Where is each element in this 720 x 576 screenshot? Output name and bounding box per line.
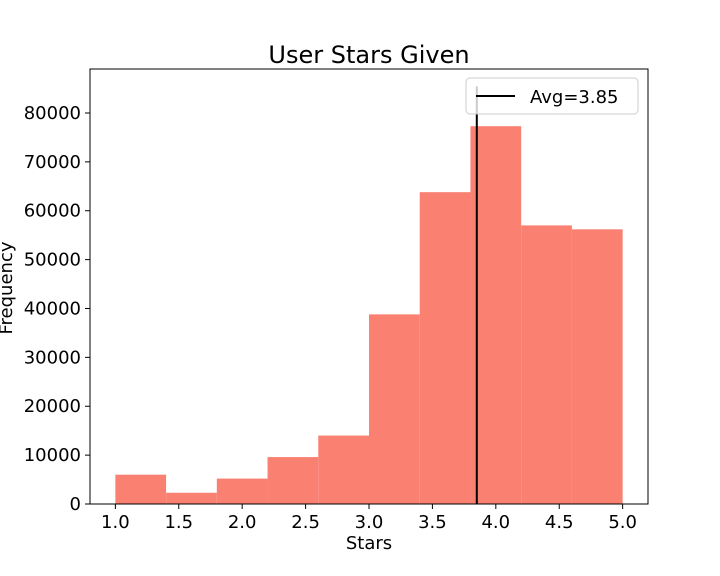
y-tick-label: 80000	[24, 103, 81, 124]
x-axis-ticks: 1.0 1.5 2.0 2.5 3.0 3.5 4.0 4.5 5.0	[101, 504, 637, 533]
y-tick-label: 50000	[24, 250, 81, 271]
y-tick-label: 70000	[24, 152, 81, 173]
histogram-bar	[318, 436, 369, 504]
histogram-bar	[521, 225, 572, 504]
y-tick-label: 10000	[24, 445, 81, 466]
y-tick-label: 0	[70, 494, 81, 515]
histogram-bar	[420, 192, 471, 504]
x-tick-label: 2.5	[291, 512, 320, 533]
x-tick-label: 3.0	[355, 512, 384, 533]
x-tick-label: 3.5	[418, 512, 447, 533]
y-tick-label: 60000	[24, 201, 81, 222]
histogram-bar	[470, 126, 521, 504]
y-tick-label: 20000	[24, 396, 81, 417]
x-tick-label: 4.5	[545, 512, 574, 533]
y-axis-label: Frequency	[0, 241, 17, 334]
y-tick-label: 30000	[24, 347, 81, 368]
histogram-bar	[369, 314, 420, 504]
x-tick-label: 1.5	[164, 512, 193, 533]
y-tick-label: 40000	[24, 298, 81, 319]
bars-group	[115, 126, 622, 504]
histogram-bar	[217, 479, 268, 504]
x-tick-label: 1.0	[101, 512, 130, 533]
x-tick-label: 4.0	[481, 512, 510, 533]
x-axis-label: Stars	[346, 533, 392, 554]
histogram-bar	[268, 457, 319, 504]
chart-title: User Stars Given	[268, 41, 469, 69]
x-tick-label: 2.0	[228, 512, 257, 533]
x-tick-label: 5.0	[608, 512, 637, 533]
legend: Avg=3.85	[466, 78, 638, 114]
y-axis-ticks: 0 10000 20000 30000 40000 50000 60000 70000 8000…	[24, 103, 90, 515]
histogram-bar	[166, 493, 217, 504]
histogram-bar	[572, 229, 623, 504]
legend-average-label: Avg=3.85	[530, 87, 619, 108]
histogram-bar	[115, 475, 166, 504]
